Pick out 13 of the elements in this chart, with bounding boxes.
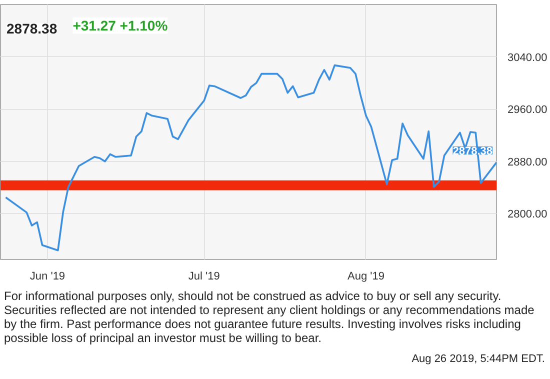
line-series bbox=[4, 64, 496, 252]
data-label: 2878.38 bbox=[452, 145, 493, 158]
text: +31.27 +1.10% bbox=[72, 18, 168, 34]
text: Aug 26 2019, 5:44PM EDT. bbox=[412, 352, 545, 366]
x-tick-label: Jul '19 bbox=[188, 270, 220, 282]
y-tick-label: 2880.00 bbox=[508, 156, 548, 168]
y-tick-label: 3040.00 bbox=[508, 52, 548, 64]
text: For informational purposes only, should not be construed as advice to buy or sell any security. Securities reflected are not intended to represent any client holdings or any recommendations made by the firm. Past performance does not guarantee future results. Investing involves risks including possible loss of principal an investor must be willing to bear. bbox=[4, 289, 536, 345]
y-tick-label: 2800.00 bbox=[508, 208, 548, 221]
text: 2878.38 bbox=[6, 20, 58, 36]
x-tick-label: Jun '19 bbox=[30, 270, 66, 282]
x-tick-label: Aug '19 bbox=[347, 270, 384, 282]
y-tick-label: 2960.00 bbox=[508, 104, 548, 116]
